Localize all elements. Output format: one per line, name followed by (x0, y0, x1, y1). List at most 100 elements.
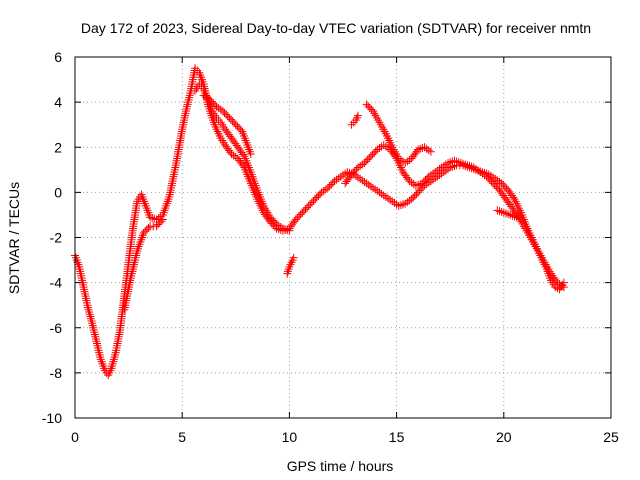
series-track-7 (347, 111, 363, 129)
data-point-fill (516, 214, 525, 223)
data-point (304, 201, 313, 210)
data-point-fill (446, 158, 455, 167)
data-point (373, 145, 382, 154)
data-point-fill (354, 173, 363, 182)
data-point-fill (214, 104, 223, 113)
data-point-fill (231, 153, 240, 162)
data-point-fill (504, 210, 513, 219)
data-point (482, 172, 491, 181)
data-point (519, 215, 528, 224)
data-point-fill (426, 171, 435, 180)
data-point (456, 159, 465, 168)
data-point (499, 208, 508, 217)
data-point-fill (203, 94, 212, 103)
y-tick-label: -4 (50, 275, 63, 291)
data-point (330, 177, 339, 186)
data-point-fill (480, 171, 489, 180)
y-tick-label: -10 (42, 410, 62, 426)
data-point (347, 170, 356, 179)
data-point-fill (363, 155, 372, 164)
data-point (405, 177, 414, 186)
data-point (394, 154, 403, 163)
data-point (414, 188, 423, 197)
data-point-fill (499, 181, 508, 190)
data-point-fill (381, 142, 390, 151)
y-tick-label: 6 (54, 49, 62, 65)
data-point-fill (220, 108, 229, 117)
data-point-fill (399, 200, 408, 209)
series-track-2 (191, 80, 294, 235)
data-point (278, 224, 287, 233)
data-point (420, 143, 429, 152)
data-point-fill (441, 160, 450, 169)
data-point-fill (366, 182, 375, 191)
data-point-fill (459, 159, 468, 168)
data-point (206, 95, 215, 104)
data-point (298, 208, 307, 217)
data-point-fill (276, 222, 285, 231)
data-point-fill (235, 124, 244, 133)
data-point-fill (360, 177, 369, 186)
data-point-fill (452, 157, 461, 166)
data-point-fill (368, 150, 377, 159)
data-layer (71, 64, 568, 380)
data-point-fill (555, 280, 564, 289)
data-point-fill (412, 190, 421, 199)
data-point (360, 159, 369, 168)
data-point (401, 159, 410, 168)
data-point (272, 219, 281, 228)
data-point-fill (461, 160, 470, 169)
data-point-fill (405, 196, 414, 205)
data-point-fill (364, 180, 373, 189)
series-track-9 (120, 215, 167, 314)
data-point-fill (274, 221, 283, 230)
data-point-fill (386, 195, 395, 204)
data-point-fill (141, 227, 150, 236)
y-tick-label: 4 (54, 94, 62, 110)
data-point (362, 100, 371, 109)
data-point (343, 168, 352, 177)
data-point-fill (419, 177, 428, 186)
data-point-fill (557, 281, 566, 290)
series-track-5 (362, 100, 435, 168)
data-point-fill (424, 146, 433, 155)
data-point-fill (350, 166, 359, 175)
data-point-fill (465, 162, 474, 171)
data-point (431, 168, 440, 177)
data-point-fill (295, 212, 304, 221)
data-point-fill (365, 153, 374, 162)
data-point (424, 172, 433, 181)
data-point (469, 163, 478, 172)
x-tick-label: 0 (71, 429, 79, 445)
data-point-fill (325, 182, 334, 191)
data-point-fill (142, 225, 151, 234)
data-point-fill (418, 144, 427, 153)
data-point-fill (307, 198, 316, 207)
data-point-fill (207, 97, 216, 106)
data-point (336, 172, 345, 181)
data-point-fill (454, 158, 463, 167)
data-point-fill (303, 203, 312, 212)
data-point-fill (484, 174, 493, 183)
data-point (227, 150, 236, 159)
data-point-fill (226, 115, 235, 124)
data-point (401, 199, 410, 208)
data-point-fill (228, 117, 237, 126)
data-point-fill (373, 186, 382, 195)
data-point (311, 195, 320, 204)
data-point-fill (370, 148, 379, 157)
series-track-8 (493, 206, 528, 224)
x-tick-label: 20 (496, 429, 512, 445)
y-tick-label: 2 (54, 139, 62, 155)
data-point-fill (396, 201, 405, 210)
data-point-fill (439, 162, 448, 171)
data-point (407, 195, 416, 204)
data-point (388, 197, 397, 206)
data-point-fill (478, 169, 487, 178)
data-point-fill (433, 166, 442, 175)
data-point-fill (201, 92, 210, 101)
data-point-fill (493, 176, 502, 185)
data-point-fill (352, 165, 361, 174)
data-point-fill (421, 175, 430, 184)
